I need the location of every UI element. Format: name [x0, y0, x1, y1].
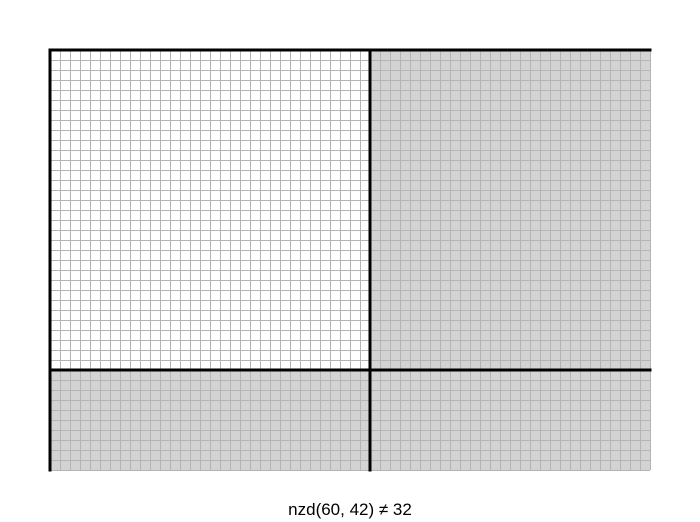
thick-boundary-lines — [48, 48, 652, 472]
fine-grid-lines — [50, 50, 651, 471]
gcd-caption: nzd(60, 42) ≠ 32 — [288, 500, 412, 519]
